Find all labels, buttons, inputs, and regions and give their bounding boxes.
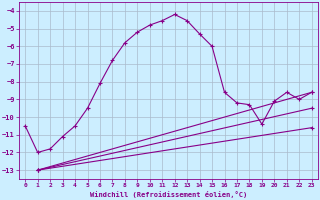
X-axis label: Windchill (Refroidissement éolien,°C): Windchill (Refroidissement éolien,°C): [90, 191, 247, 198]
